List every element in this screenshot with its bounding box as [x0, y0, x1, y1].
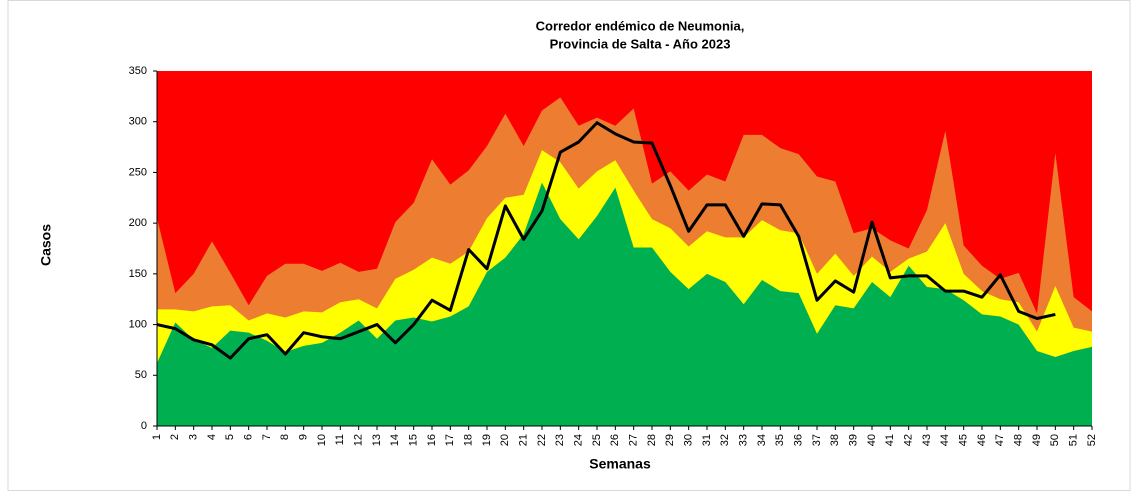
x-tick-label: 36 [793, 434, 805, 446]
x-tick-label: 15 [408, 434, 420, 446]
y-tick-label: 50 [135, 369, 147, 381]
x-tick-label: 3 [188, 434, 200, 440]
x-tick-label: 45 [958, 434, 970, 446]
x-tick-label: 40 [866, 434, 878, 446]
y-tick-label: 250 [129, 166, 147, 178]
y-tick-label: 150 [129, 268, 147, 280]
x-tick-label: 5 [224, 434, 236, 440]
x-tick-label: 26 [609, 434, 621, 446]
x-tick-label: 27 [628, 434, 640, 446]
x-tick-label: 35 [774, 434, 786, 446]
x-tick-label: 23 [554, 434, 566, 446]
x-tick-label: 25 [591, 434, 603, 446]
x-tick-label: 32 [719, 434, 731, 446]
x-tick-label: 22 [536, 434, 548, 446]
x-tick-label: 30 [683, 434, 695, 446]
x-tick-label: 9 [298, 434, 310, 440]
y-tick-label: 0 [141, 420, 147, 432]
x-tick-label: 51 [1068, 434, 1080, 446]
x-tick-label: 14 [389, 434, 401, 446]
x-tick-label: 6 [243, 434, 255, 440]
x-tick-label: 11 [334, 434, 346, 445]
x-tick-label: 31 [701, 434, 713, 446]
x-tick-label: 49 [1031, 434, 1043, 446]
x-tick-label: 52 [1086, 434, 1098, 446]
x-tick-label: 39 [848, 434, 860, 446]
x-tick-label: 41 [884, 434, 896, 446]
x-tick-label: 28 [646, 434, 658, 446]
y-tick-label: 200 [129, 217, 147, 229]
x-axis-title: Semanas [589, 456, 651, 472]
x-tick-label: 21 [518, 434, 530, 446]
x-tick-label: 17 [444, 434, 456, 446]
x-tick-label: 33 [738, 434, 750, 446]
area-band [157, 182, 1092, 426]
x-tick-label: 19 [481, 434, 493, 446]
x-tick-label: 37 [811, 434, 823, 446]
x-tick-label: 46 [976, 434, 988, 446]
x-tick-label: 8 [279, 434, 291, 440]
y-tick-label: 100 [129, 318, 147, 330]
y-axis-title: Casos [38, 224, 54, 266]
x-tick-label: 29 [664, 434, 676, 446]
x-tick-label: 20 [499, 434, 511, 446]
x-tick-label: 47 [994, 434, 1006, 446]
x-tick-label: 38 [829, 434, 841, 446]
x-tick-label: 50 [1049, 434, 1061, 446]
x-tick-label: 10 [316, 434, 328, 446]
x-tick-label: 18 [463, 434, 475, 446]
x-tick-label: 12 [353, 434, 365, 446]
x-tick-label: 1 [151, 434, 163, 440]
y-tick-label: 300 [129, 116, 147, 128]
chart-title: Corredor endémico de Neumonia, [536, 18, 745, 33]
x-tick-label: 24 [573, 434, 585, 446]
x-tick-label: 48 [1013, 434, 1025, 446]
y-tick-label: 350 [129, 65, 147, 77]
x-tick-label: 4 [206, 434, 218, 440]
x-tick-label: 43 [921, 434, 933, 446]
x-tick-label: 44 [939, 434, 951, 446]
x-tick-label: 2 [169, 434, 181, 440]
x-tick-label: 13 [371, 434, 383, 446]
x-tick-label: 34 [756, 434, 768, 446]
x-tick-label: 42 [903, 434, 915, 446]
chart-title: Provincia de Salta - Año 2023 [550, 36, 731, 51]
x-tick-label: 16 [426, 434, 438, 446]
line-2023 [156, 121, 1056, 360]
x-tick-label: 7 [261, 434, 273, 440]
